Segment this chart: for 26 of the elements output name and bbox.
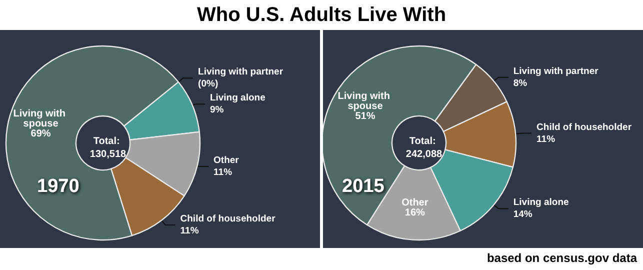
data-label: 14% xyxy=(513,209,533,220)
text: 2015 xyxy=(342,176,385,197)
text: (0%) xyxy=(198,78,218,90)
slice-label: Living with spouse xyxy=(13,108,68,130)
text: based on census.gov data xyxy=(486,251,637,265)
data-label: 69% xyxy=(30,128,51,140)
slice-label: Living with partner xyxy=(513,66,599,77)
text: Total: 130,518 xyxy=(90,136,127,160)
slice-label: Living alone xyxy=(513,197,569,208)
slice-label: Living with spouse xyxy=(338,90,393,112)
data-label: 11% xyxy=(180,226,200,237)
slice-label: Child of householder xyxy=(180,214,276,225)
slice-label: Child of householder xyxy=(536,122,632,133)
slice-label: Other xyxy=(402,197,428,208)
category-label: Living with partner xyxy=(198,66,284,78)
text: Total: 242,088 xyxy=(406,136,443,160)
data-label: 16% xyxy=(404,207,426,218)
data-label: 11% xyxy=(536,134,556,145)
text: Who U.S. Adults Live With xyxy=(196,4,448,27)
data-label: 8% xyxy=(513,78,528,89)
data-label: 9% xyxy=(210,104,224,116)
slice-label: Living alone xyxy=(210,92,266,104)
slice-label: Other xyxy=(214,155,240,166)
text: 1970 xyxy=(37,176,80,197)
data-label: 51% xyxy=(355,110,376,122)
data-label: 11% xyxy=(214,167,233,178)
